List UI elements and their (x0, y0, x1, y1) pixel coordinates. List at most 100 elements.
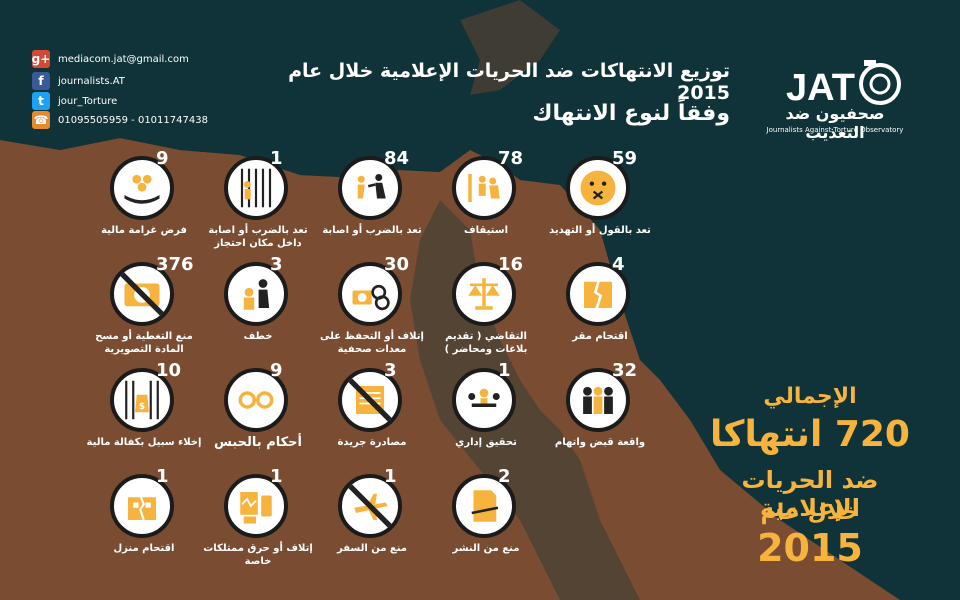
violation-prison-sentence: 9 أحكام بالحبس (208, 360, 318, 472)
violation-label: أحكام بالحبس (213, 435, 303, 450)
violation-arrest: 32 واقعة قبض واتهام (550, 360, 660, 472)
no-newspaper-icon (338, 368, 402, 432)
torn-paper-icon (452, 474, 516, 538)
violation-count: 84 (384, 148, 410, 169)
violation-home-raid: 1 اقتحام منزل (94, 466, 204, 578)
violation-count: 32 (612, 360, 638, 381)
svg-text:$: $ (139, 402, 145, 412)
violation-label: إخلاء سبيل بكفالة مالية (86, 437, 202, 448)
violation-count: 1 (270, 466, 283, 487)
violation-count: 1 (156, 466, 169, 487)
violation-label: تعد بالضرب أو اصابة (322, 225, 422, 236)
violation-count: 78 (498, 148, 524, 169)
violation-fine: 9 فرض غرامة مالية (94, 148, 204, 260)
contact-phone-text: 01095505959 - 01011747438 (58, 114, 208, 126)
damaged-devices-icon (224, 474, 288, 538)
violation-label: اقتحام مقر (572, 331, 628, 342)
violation-newspaper: 3 مصادرة جريدة (322, 360, 432, 472)
violation-count: 376 (156, 254, 194, 275)
logo-arabic-name: صحفيون ضد التعذيب (785, 104, 885, 142)
violation-label: اقتحام منزل (113, 543, 175, 554)
violation-label: واقعة قبض واتهام (554, 437, 646, 448)
violation-label: إتلاف أو حرق ممتلكات خاصة (203, 543, 313, 567)
violation-travel-ban: 1 منع من السفر (322, 466, 432, 578)
total-line1: ضد الحريات الإعلامية (741, 466, 879, 522)
violation-label: تعد بالقول أو التهديد (549, 225, 651, 236)
no-plane-icon (338, 474, 402, 538)
violation-label: منع من النشر (452, 543, 520, 554)
violation-label: فرض غرامة مالية (101, 225, 187, 236)
money-hand-icon (110, 156, 174, 220)
violation-threat: 59 تعد بالقول أو التهديد (549, 148, 660, 260)
contact-facebook-text: journalists.AT (58, 75, 125, 87)
violation-label: استيقاف (464, 225, 508, 236)
prison-beating-icon (224, 156, 288, 220)
violation-count: 2 (498, 466, 511, 487)
violation-label: تحقيق إداري (455, 437, 517, 448)
twitter-icon: t (32, 92, 50, 110)
contact-phone[interactable]: ☎ 01095505959 - 01011747438 (32, 110, 208, 130)
violation-count: 10 (156, 360, 182, 381)
kidnap-icon (224, 262, 288, 326)
page-subtitle: وفقاً لنوع الانتهاك (532, 101, 730, 126)
violation-label: إتلاف أو التحفظ على معدات صحفية (320, 331, 424, 355)
violation-equipment: 30 إتلاف أو التحفظ على معدات صحفية (320, 254, 432, 366)
no-camera-icon (110, 262, 174, 326)
contact-email-text: mediacom.jat@gmail.com (58, 53, 189, 65)
violation-count: 16 (498, 254, 524, 275)
arrest-icon (566, 368, 630, 432)
violation-count: 1 (270, 148, 283, 169)
jat-logo: JAT (786, 60, 901, 109)
violation-label: منع من السفر (336, 543, 408, 554)
violation-label: منع التغطية أو مسح المادة التصويرية (95, 331, 193, 355)
broken-house-icon (110, 474, 174, 538)
violation-count: 30 (384, 254, 410, 275)
violation-count: 3 (384, 360, 397, 381)
contact-twitter[interactable]: t jour_Torture (32, 91, 117, 111)
violation-count: 1 (498, 360, 511, 381)
violation-stop: 78 استيقاف (436, 148, 546, 260)
contact-email[interactable]: g+ mediacom.jat@gmail.com (32, 49, 189, 69)
violation-litigation: 16 التقاضي ( تقديم بلاغات ومحاضر ) (436, 254, 546, 366)
violation-label: التقاضي ( تقديم بلاغات ومحاضر ) (444, 331, 528, 355)
violation-count: 4 (612, 254, 625, 275)
total-count: 720 انتهاكا (710, 414, 910, 455)
scales-icon (452, 262, 516, 326)
police-stop-icon (452, 156, 516, 220)
violation-publish-ban: 2 منع من النشر (436, 466, 546, 578)
violation-count: 9 (270, 360, 283, 381)
contact-facebook[interactable]: f journalists.AT (32, 71, 125, 91)
violation-count: 9 (156, 148, 169, 169)
violation-beating: 84 تعد بالضرب أو اصابة (322, 148, 432, 260)
violation-label: خطف (243, 331, 273, 342)
violation-hq-raid: 4 اقتحام مقر (550, 254, 660, 366)
violation-investigation: 1 تحقيق إداري (436, 360, 546, 472)
violation-property-damage: 1 إتلاف أو حرق ممتلكات خاصة (203, 466, 318, 578)
violation-count: 3 (270, 254, 283, 275)
google-plus-icon: g+ (31, 50, 51, 68)
camera-handcuffs-icon (338, 262, 402, 326)
violation-kidnap: 3 خطف (208, 254, 318, 366)
phone-icon: ☎ (32, 111, 50, 129)
meeting-icon (452, 368, 516, 432)
total-heading: الإجمالي (763, 384, 857, 409)
violation-count: 1 (384, 466, 397, 487)
violation-count: 59 (612, 148, 638, 169)
svg-text:JAT: JAT (786, 67, 855, 109)
violation-label: مصادرة جريدة (337, 437, 407, 448)
facebook-icon: f (32, 72, 50, 90)
contact-twitter-text: jour_Torture (58, 95, 118, 107)
total-line2: خلال عام (760, 500, 860, 525)
page-title: توزيع الانتهاكات ضد الحريات الإعلامية خل… (288, 60, 730, 104)
broken-building-icon (566, 262, 630, 326)
bail-money-icon: $ (110, 368, 174, 432)
total-year: 2015 (757, 526, 863, 570)
beating-icon (338, 156, 402, 220)
silenced-face-icon (566, 156, 630, 220)
handcuffs-icon (224, 368, 288, 432)
violation-bail: $ 10 إخلاء سبيل بكفالة مالية (87, 360, 204, 472)
logo-english-name: Journalists Against Torture Observatory (766, 126, 904, 134)
violation-label: تعد بالضرب أو اصابة داخل مكان احتجاز (208, 225, 308, 249)
violation-coverage-ban: 376 منع التغطية أو مسح المادة التصويرية (94, 254, 204, 366)
